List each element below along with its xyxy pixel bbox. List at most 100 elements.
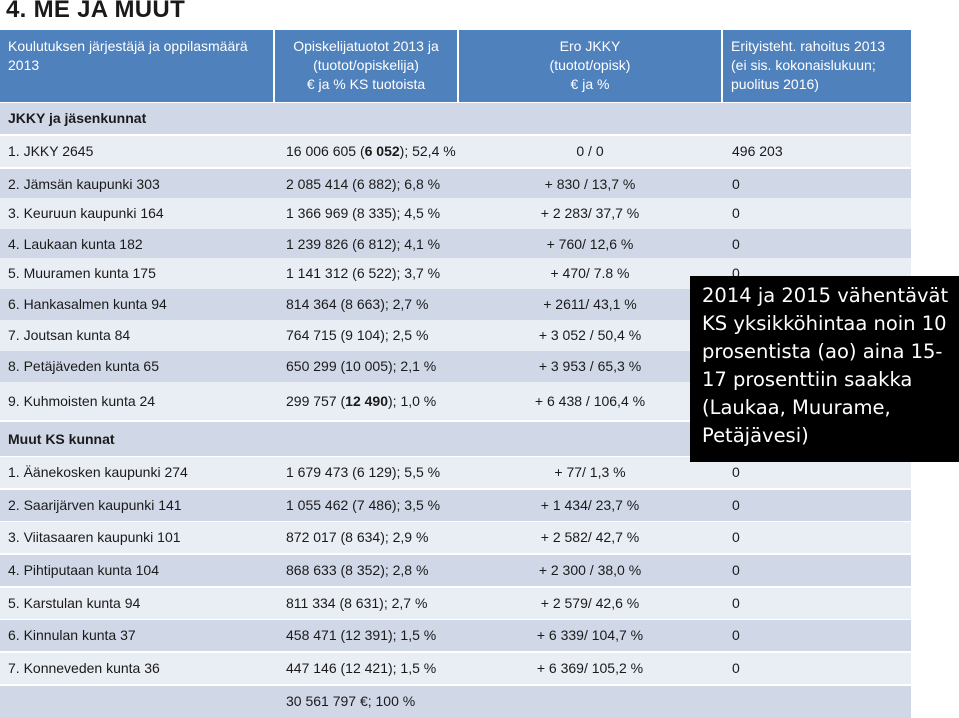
row-name: 3. Keuruun kaupunki 164 [8, 205, 164, 221]
row-ero: + 2 300 / 38,0 % [538, 562, 642, 578]
row-tuotot: 2 085 414 (6 882); 6,8 % [286, 176, 441, 192]
row-erityis: 0 [732, 660, 740, 676]
header-text: 2013 [8, 57, 40, 73]
row-ero: + 470/ 7.8 % [550, 265, 630, 281]
header-text: Ero JKKY [559, 38, 621, 54]
row-erityis: 0 [732, 236, 740, 252]
annotation-line: KS yksikköhintaa noin 10 [702, 312, 947, 335]
header-text: (tuotot/opisk) [549, 57, 631, 73]
header-text: Opiskelijatuotot 2013 ja [293, 38, 439, 54]
row-name: 7. Konneveden kunta 36 [8, 660, 160, 676]
table-row: 4. Laukaan kunta 182 1 239 826 (6 812); … [0, 229, 911, 260]
table-row: 4. Pihtiputaan kunta 104 868 633 (8 352)… [0, 555, 911, 586]
annotation-line: (Laukaa, Muurame, [702, 396, 891, 419]
header-text: puolitus 2016) [731, 76, 819, 92]
row-ero: 0 / 0 [576, 143, 604, 159]
row-erityis: 0 [732, 627, 740, 643]
row-name: 4. Laukaan kunta 182 [8, 236, 143, 252]
row-erityis: 0 [732, 529, 740, 545]
row-erityis: 0 [732, 265, 740, 281]
row-ero: + 6 339/ 104,7 % [536, 627, 644, 643]
row-tuotot: 868 633 (8 352); 2,8 % [286, 562, 429, 578]
page-title: 4. ME JA MUUT [6, 0, 186, 23]
header-cell-erityisteht: Erityisteht. rahoitus 2013 (ei sis. koko… [723, 30, 911, 102]
row-name: 5. Muuramen kunta 175 [8, 265, 156, 281]
row-name: 6. Hankasalmen kunta 94 [8, 296, 167, 312]
row-tuotot: 1 366 969 (8 335); 4,5 % [286, 205, 441, 221]
total-value: 30 561 797 €; 100 % [286, 693, 416, 709]
row-erityis: 0 [732, 464, 740, 480]
table-row: 5. Muuramen kunta 175 1 141 312 (6 522);… [0, 258, 911, 289]
total-row: 30 561 797 €; 100 % [0, 686, 911, 718]
row-name: 9. Kuhmoisten kunta 24 [8, 393, 156, 409]
table-row: 5. Karstulan kunta 94 811 334 (8 631); 2… [0, 588, 911, 619]
row-tuotot: 764 715 (9 104); 2,5 % [286, 327, 429, 343]
annotation-line: 2014 ja 2015 vähentävät [702, 284, 949, 307]
row-ero: + 3 953 / 65,3 % [538, 358, 642, 374]
row-tuotot: 872 017 (8 634); 2,9 % [286, 529, 429, 545]
row-ero: + 6 369/ 105,2 % [536, 660, 644, 676]
row-erityis: 0 [732, 176, 740, 192]
header-text: € ja % KS tuotoista [306, 76, 426, 92]
header-text: (tuotot/opiskelija) [313, 57, 419, 73]
row-erityis: 0 [732, 562, 740, 578]
table-row: 7. Konneveden kunta 36 447 146 (12 421);… [0, 653, 911, 684]
row-ero: + 6 438 / 106,4 % [534, 393, 646, 409]
table-row: 3. Keuruun kaupunki 164 1 366 969 (8 335… [0, 198, 911, 229]
section-label: JKKY ja jäsenkunnat [8, 110, 147, 126]
table-row: 2. Saarijärven kaupunki 141 1 055 462 (7… [0, 490, 911, 521]
row-erityis: 496 203 [732, 143, 783, 159]
annotation-box: 2014 ja 2015 vähentävät KS yksikköhintaa… [690, 276, 959, 462]
row-name: 2. Saarijärven kaupunki 141 [8, 497, 182, 513]
table-row: 1. JKKY 2645 16 006 605 (6 052); 52,4 % … [0, 136, 911, 167]
row-ero: + 2611/ 43,1 % [543, 296, 637, 312]
row-erityis: 0 [732, 497, 740, 513]
header-text: € ja % [570, 76, 610, 92]
annotation-line: Petäjävesi) [702, 424, 809, 447]
row-tuotot: 299 757 (12 490); 1,0 % [286, 393, 437, 409]
annotation-line: prosentista (ao) aina 15- [702, 340, 943, 363]
row-name: 1. JKKY 2645 [8, 143, 94, 159]
header-cell-ero-jkky: Ero JKKY (tuotot/opisk) € ja % [459, 30, 721, 102]
table-row: 3. Viitasaaren kaupunki 101 872 017 (8 6… [0, 522, 911, 553]
row-tuotot: 1 679 473 (6 129); 5,5 % [286, 464, 441, 480]
row-name: 1. Äänekosken kaupunki 274 [8, 464, 188, 480]
row-ero: + 2 582/ 42,7 % [540, 529, 640, 545]
row-ero: + 2 579/ 42,6 % [540, 595, 640, 611]
table-row: 6. Kinnulan kunta 37 458 471 (12 391); 1… [0, 620, 911, 651]
row-tuotot: 447 146 (12 421); 1,5 % [286, 660, 437, 676]
row-name: 2. Jämsän kaupunki 303 [8, 176, 160, 192]
header-cell-jarjestaja: Koulutuksen järjestäjä ja oppilasmäärä 2… [0, 30, 273, 102]
row-erityis: 0 [732, 595, 740, 611]
row-name: 3. Viitasaaren kaupunki 101 [8, 529, 181, 545]
row-ero: + 760/ 12,6 % [546, 236, 634, 252]
row-ero: + 1 434/ 23,7 % [540, 497, 640, 513]
annotation-line: 17 prosenttiin saakka [702, 368, 913, 391]
table-row: 1. Äänekosken kaupunki 274 1 679 473 (6 … [0, 457, 911, 488]
row-name: 7. Joutsan kunta 84 [8, 327, 131, 343]
row-ero: + 830 / 13,7 % [544, 176, 636, 192]
row-ero: + 3 052 / 50,4 % [538, 327, 642, 343]
row-tuotot: 1 055 462 (7 486); 3,5 % [286, 497, 441, 513]
row-tuotot: 814 364 (8 663); 2,7 % [286, 296, 429, 312]
row-tuotot: 811 334 (8 631); 2,7 % [286, 595, 428, 611]
row-tuotot: 1 141 312 (6 522); 3,7 % [286, 265, 441, 281]
row-ero: + 2 283/ 37,7 % [540, 205, 640, 221]
row-name: 5. Karstulan kunta 94 [8, 595, 141, 611]
row-tuotot: 16 006 605 (6 052); 52,4 % [286, 143, 456, 159]
header-text: (ei sis. kokonaislukuun; [731, 57, 876, 73]
header-cell-opiskelijatuotot: Opiskelijatuotot 2013 ja (tuotot/opiskel… [275, 30, 457, 102]
section-label: Muut KS kunnat [8, 431, 115, 447]
header-text: Koulutuksen järjestäjä ja oppilasmäärä [8, 38, 248, 54]
row-name: 8. Petäjäveden kunta 65 [8, 358, 160, 374]
row-tuotot: 458 471 (12 391); 1,5 % [286, 627, 437, 643]
row-ero: + 77/ 1,3 % [554, 464, 626, 480]
row-name: 6. Kinnulan kunta 37 [8, 627, 136, 643]
row-erityis: 0 [732, 205, 740, 221]
section-row-jkky: JKKY ja jäsenkunnat [0, 103, 911, 134]
row-tuotot: 1 239 826 (6 812); 4,1 % [286, 236, 441, 252]
row-name: 4. Pihtiputaan kunta 104 [8, 562, 160, 578]
row-tuotot: 650 299 (10 005); 2,1 % [286, 358, 437, 374]
header-text: Erityisteht. rahoitus 2013 [731, 38, 886, 54]
table-row: 2. Jämsän kaupunki 303 2 085 414 (6 882)… [0, 169, 911, 200]
